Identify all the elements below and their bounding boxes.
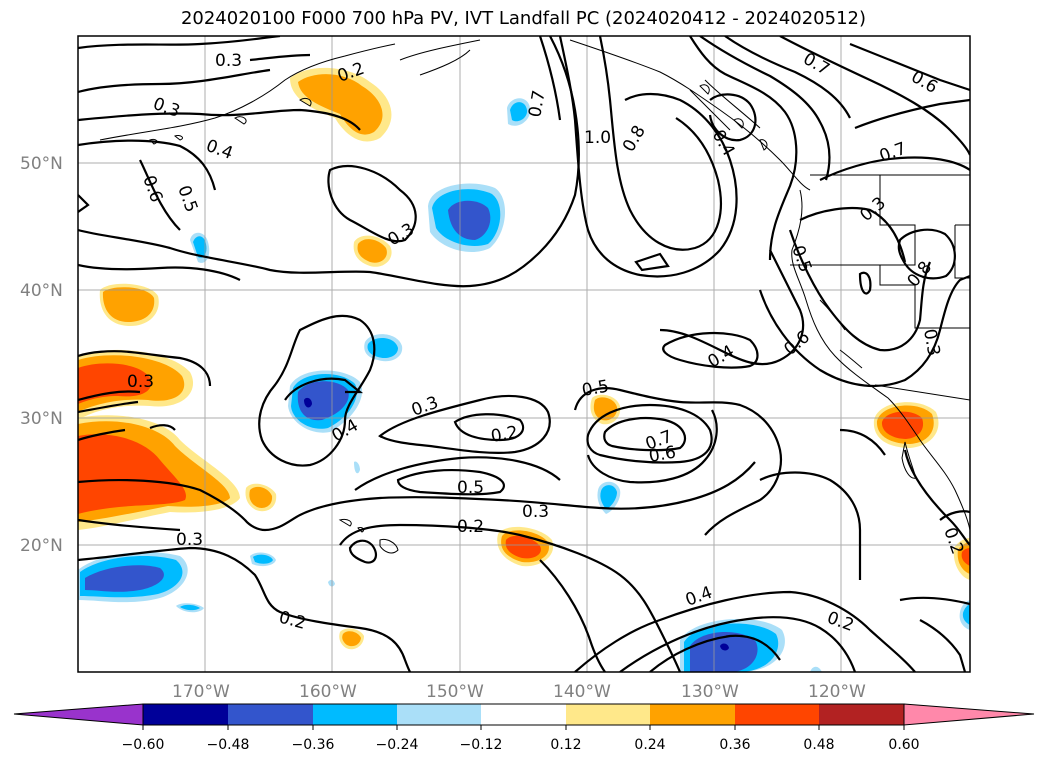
colorbar-tick: −0.48 [207, 737, 250, 753]
colorbar-swatch [143, 704, 228, 725]
colorbar-swatch [397, 704, 481, 725]
lat-label: 50°N [20, 154, 63, 174]
colorbar-tick: −0.12 [460, 737, 503, 753]
colorbar-tick: 0.48 [803, 737, 834, 753]
colorbar-swatch [819, 704, 904, 725]
latitude-labels: 50°N 40°N 30°N 20°N [20, 154, 63, 556]
lon-label: 130°W [681, 682, 739, 702]
colorbar-tick: 0.24 [634, 737, 665, 753]
contour-label: 0.2 [457, 517, 484, 537]
colorbar-swatch [650, 704, 735, 725]
contour-label: 0.3 [215, 51, 242, 71]
colorbar-extend-min [14, 704, 143, 725]
colorbar-extend-max [904, 704, 1034, 725]
lat-label: 20°N [20, 536, 63, 556]
contour-label: 1.0 [584, 128, 611, 148]
contour-label: 0.3 [522, 502, 549, 522]
lon-label: 150°W [426, 682, 484, 702]
map-plot-area [78, 36, 970, 672]
lon-label: 120°W [808, 682, 866, 702]
colorbar-tick: 0.60 [888, 737, 919, 753]
lon-label: 140°W [553, 682, 611, 702]
lon-label: 160°W [299, 682, 357, 702]
contour-label: 0.3 [176, 530, 203, 550]
contour-label: 0.3 [127, 372, 154, 392]
colorbar-tick: −0.36 [292, 737, 335, 753]
colorbar-tick: 0.12 [550, 737, 581, 753]
colorbar-tick: −0.60 [122, 737, 165, 753]
colorbar-swatch [228, 704, 313, 725]
colorbar-tick: −0.24 [376, 737, 419, 753]
longitude-labels: 170°W 160°W 150°W 140°W 130°W 120°W [172, 682, 866, 702]
colorbar-swatch [481, 704, 566, 725]
lon-label: 170°W [172, 682, 230, 702]
lat-label: 40°N [20, 281, 63, 301]
colorbar-swatch [735, 704, 819, 725]
colorbar-swatch [566, 704, 650, 725]
colorbar-swatch [313, 704, 397, 725]
colorbar: −0.60 −0.48 −0.36 −0.24 −0.12 0.12 0.24 … [14, 704, 1034, 753]
colorbar-tick: 0.36 [719, 737, 750, 753]
lat-label: 30°N [20, 409, 63, 429]
contour-label: 0.5 [457, 478, 484, 498]
